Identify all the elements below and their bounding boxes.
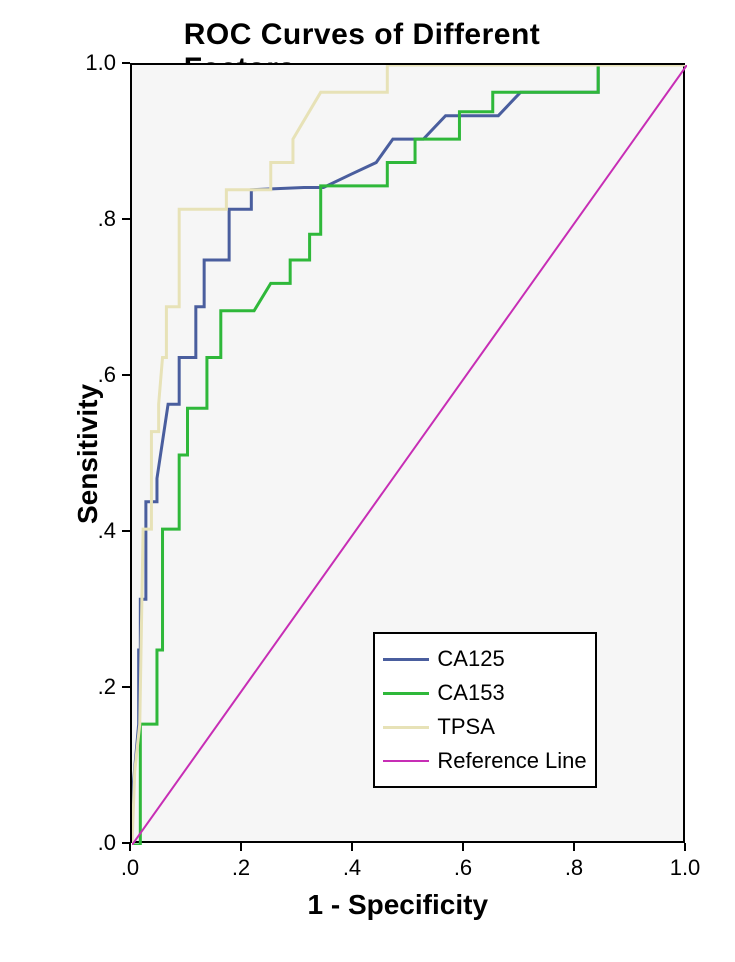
- legend-row-tpsa: TPSA: [383, 710, 586, 744]
- legend-label: TPSA: [437, 714, 494, 740]
- legend-row-ca125: CA125: [383, 642, 586, 676]
- ytick-mark: [122, 530, 130, 532]
- legend: CA125 CA153 TPSA Reference Line: [373, 632, 596, 788]
- ytick-label: .4: [76, 518, 116, 544]
- xtick-label: .0: [110, 855, 150, 881]
- ytick-label: .2: [76, 674, 116, 700]
- xtick-mark: [129, 843, 131, 851]
- legend-label: Reference Line: [437, 748, 586, 774]
- ytick-mark: [122, 686, 130, 688]
- plot-area: CA125 CA153 TPSA Reference Line: [130, 63, 685, 843]
- ytick-label: .0: [76, 830, 116, 856]
- ytick-mark: [122, 218, 130, 220]
- legend-label: CA153: [437, 680, 504, 706]
- ytick-label: 1.0: [76, 50, 116, 76]
- ytick-mark: [122, 842, 130, 844]
- legend-label: CA125: [437, 646, 504, 672]
- ytick-mark: [122, 62, 130, 64]
- legend-line-icon: [383, 760, 429, 762]
- xtick-label: .8: [554, 855, 594, 881]
- xtick-mark: [462, 843, 464, 851]
- ytick-label: .8: [76, 206, 116, 232]
- xtick-label: .6: [443, 855, 483, 881]
- x-axis-label: 1 - Specificity: [308, 889, 489, 921]
- legend-line-icon: [383, 658, 429, 661]
- xtick-label: 1.0: [665, 855, 705, 881]
- xtick-mark: [351, 843, 353, 851]
- legend-line-icon: [383, 726, 429, 729]
- ytick-mark: [122, 374, 130, 376]
- y-axis-label: Sensitivity: [72, 384, 104, 524]
- xtick-mark: [684, 843, 686, 851]
- legend-line-icon: [383, 692, 429, 695]
- ytick-label: .6: [76, 362, 116, 388]
- legend-row-ca153: CA153: [383, 676, 586, 710]
- xtick-mark: [240, 843, 242, 851]
- xtick-label: .2: [221, 855, 261, 881]
- legend-row-reference-line: Reference Line: [383, 744, 586, 778]
- xtick-mark: [573, 843, 575, 851]
- xtick-label: .4: [332, 855, 372, 881]
